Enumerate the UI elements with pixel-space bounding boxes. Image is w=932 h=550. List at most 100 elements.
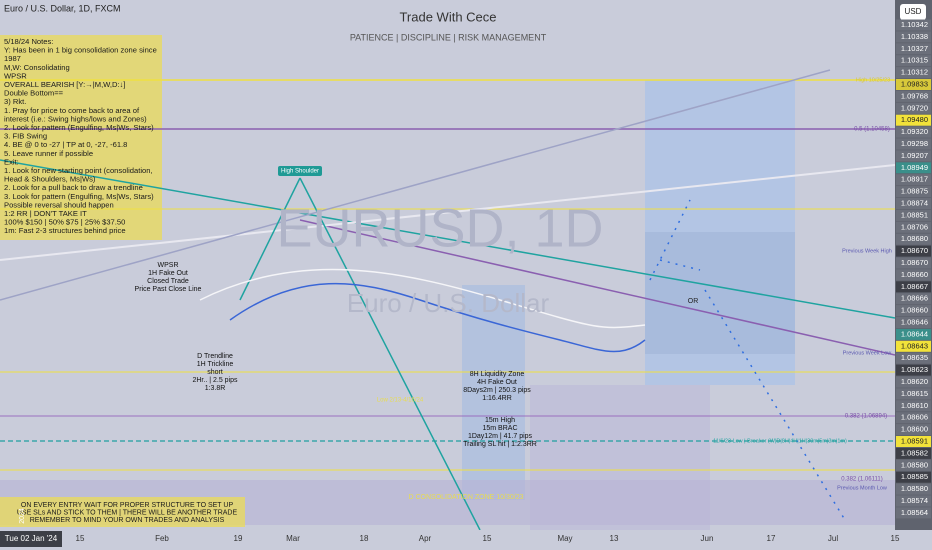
price-label: 1.09298 — [901, 139, 928, 148]
price-label: 1.08580 — [901, 460, 928, 469]
time-label: Mar — [286, 534, 300, 543]
note-line: 1:2 RR | DON'T TAKE IT — [4, 209, 87, 218]
annotation: 1H Trickline — [197, 361, 234, 368]
annotation: 11/6/23 Low | Breaker (W|D|8H|4H|1H|30m|… — [713, 438, 847, 444]
price-label-bg — [896, 209, 931, 221]
note-line: interest (i.e.: Swing highs/lows and Zon… — [4, 114, 147, 123]
price-label: 1.08660 — [901, 306, 928, 315]
pattern-line — [299, 177, 481, 531]
price-label-bg — [896, 364, 931, 376]
price-label-bg — [896, 269, 931, 281]
annotation: ON EVERY ENTRY WAIT FOR PROPER STRUCTURE… — [21, 502, 234, 509]
price-label: 1.08666 — [901, 294, 928, 303]
price-label: 1.08670 — [901, 258, 928, 267]
price-label-bg — [896, 79, 931, 90]
annotation: 15m High — [485, 417, 515, 424]
annotation-box — [278, 166, 322, 176]
price-label-bg — [896, 328, 931, 340]
time-label: Feb — [155, 534, 169, 543]
symbol: Euro / U.S. Dollar, 1D, FXCM — [4, 3, 121, 13]
time-label: 17 — [767, 534, 776, 543]
price-label: 1.09833 — [901, 79, 928, 88]
price-label: 1.08670 — [901, 246, 928, 255]
price-label: 1.09480 — [901, 115, 928, 124]
annotation: 1H Fake Out — [148, 270, 188, 277]
note-line: 2. Look for pattern (Engulfing, Ms|Ws, S… — [4, 123, 154, 132]
price-label-bg — [896, 436, 931, 447]
price-label-bg — [896, 305, 931, 317]
projection — [649, 199, 846, 521]
note-line: WPSR — [4, 71, 27, 80]
cursor-date: Tue 02 Jan '24 — [5, 534, 58, 543]
price-label: 1.08620 — [901, 377, 928, 386]
annotation: Previous Week High — [842, 248, 892, 254]
annotation: Previous Month Low — [837, 485, 887, 491]
price-label: 1.09207 — [901, 151, 928, 160]
annotation: 8Days2m | 250.3 pips — [463, 387, 531, 394]
price-label: 1.08564 — [901, 508, 928, 517]
cursor-date-badge — [0, 531, 62, 547]
notes-box — [0, 35, 162, 240]
price-label-bg — [896, 352, 931, 364]
annotation: short — [207, 369, 223, 376]
price-label-bg — [896, 257, 931, 269]
price-label: 1.08646 — [901, 317, 928, 326]
note-line: 2. Look for a pull back to draw a trendl… — [4, 183, 143, 192]
price-label: 1.10315 — [901, 56, 928, 65]
annotation: Previous Week Low — [843, 350, 892, 356]
price-label-bg — [896, 340, 931, 352]
zone — [530, 385, 710, 530]
annotation: High Shoulder — [281, 169, 319, 175]
price-label-bg — [896, 162, 931, 174]
reminder-box — [0, 497, 245, 527]
note-line: 5. Leave runner if possible — [4, 149, 93, 158]
note-line: 3. FIB Swing — [4, 132, 47, 141]
note-line: 1m: Fast 2-3 structures behind price — [4, 226, 126, 235]
price-label-bg — [896, 150, 931, 162]
time-label: 18 — [360, 534, 369, 543]
annotation: 1:16.4RR — [482, 395, 512, 402]
note-line: Exit: — [4, 157, 19, 166]
price-label: 1.08875 — [901, 187, 928, 196]
moving-average — [229, 282, 646, 353]
time-label: 13 — [610, 534, 619, 543]
time-label: 15 — [483, 534, 492, 543]
price-label-bg — [896, 31, 931, 43]
note-line: 1. Look for new starting point (consolid… — [4, 166, 153, 175]
trend-line — [0, 69, 831, 301]
trend-line — [299, 219, 896, 356]
time-label: May — [557, 534, 572, 543]
annotation: 1:3.8R — [205, 385, 226, 392]
watermark-sub: Euro / U.S. Dollar — [347, 288, 550, 318]
annotation: Price Past Close Line — [135, 286, 202, 293]
price-label-bg — [896, 459, 931, 471]
annotation: 2Hr.. | 2.5 pips — [192, 377, 238, 384]
price-label-bg — [896, 198, 931, 209]
price-label-bg — [896, 388, 931, 400]
price-label-bg — [896, 233, 931, 245]
annotation: 1Day12m | 41.7 pips — [468, 433, 533, 440]
pattern-line — [239, 177, 301, 301]
note-line: 5/18/24 Notes: — [4, 37, 53, 46]
price-label-bg — [896, 424, 931, 436]
annotation: 15m BRAC — [482, 425, 517, 432]
note-line: 3. Look for pattern (Engulfing, Ms|Ws, S… — [4, 192, 154, 201]
price-label: 1.08600 — [901, 425, 928, 434]
price-label-bg — [896, 43, 931, 55]
price-label-bg — [896, 495, 931, 507]
note-line: Head & Shoulders, Ms|Ws) — [4, 175, 96, 184]
price-label: 1.08660 — [901, 270, 928, 279]
price-label-bg — [896, 317, 931, 328]
price-label-bg — [896, 471, 931, 483]
position-box — [645, 80, 795, 385]
annotation: OR — [688, 298, 699, 305]
price-label-bg — [896, 376, 931, 388]
subtitle: PATIENCE | DISCIPLINE | RISK MANAGEMENT — [350, 32, 547, 42]
price-label: 1.10312 — [901, 68, 928, 77]
price-label-bg — [896, 138, 931, 150]
trend-line — [0, 164, 896, 261]
price-label: 1.09320 — [901, 127, 928, 136]
annotation: Low 2/13-4/16/24 — [377, 398, 424, 404]
price-label: 1.08667 — [901, 282, 928, 291]
